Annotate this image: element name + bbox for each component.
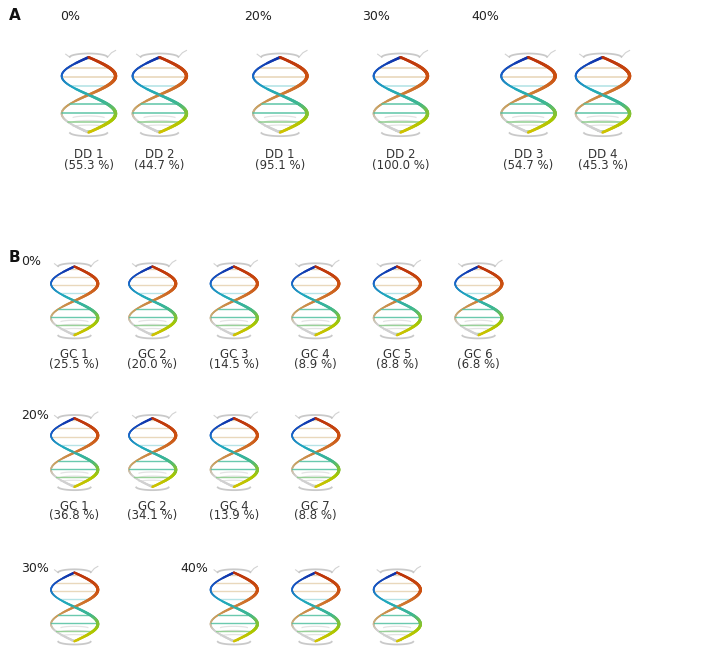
Text: 20%: 20% bbox=[245, 10, 272, 23]
Text: (34.1 %): (34.1 %) bbox=[128, 509, 177, 523]
Text: A: A bbox=[9, 8, 21, 23]
Text: 40%: 40% bbox=[471, 10, 499, 23]
Text: (95.1 %): (95.1 %) bbox=[255, 159, 305, 172]
Text: GC 4: GC 4 bbox=[220, 500, 248, 513]
Text: GC 5: GC 5 bbox=[383, 348, 411, 361]
Text: (55.3 %): (55.3 %) bbox=[64, 159, 113, 172]
Text: 30%: 30% bbox=[21, 562, 49, 576]
Text: (44.7 %): (44.7 %) bbox=[134, 159, 185, 172]
Text: (25.5 %): (25.5 %) bbox=[50, 358, 99, 371]
Text: DD 3: DD 3 bbox=[513, 148, 543, 162]
Text: (8.8 %): (8.8 %) bbox=[294, 509, 337, 523]
Text: DD 1: DD 1 bbox=[74, 148, 104, 162]
Text: (20.0 %): (20.0 %) bbox=[128, 358, 177, 371]
Text: (6.8 %): (6.8 %) bbox=[457, 358, 500, 371]
Text: 0%: 0% bbox=[60, 10, 80, 23]
Text: GC 3: GC 3 bbox=[220, 348, 248, 361]
Text: GC 2: GC 2 bbox=[138, 500, 167, 513]
Text: (13.9 %): (13.9 %) bbox=[209, 509, 259, 523]
Text: 0%: 0% bbox=[21, 255, 41, 268]
Text: 20%: 20% bbox=[21, 409, 49, 422]
Text: DD 4: DD 4 bbox=[588, 148, 618, 162]
Text: GC 6: GC 6 bbox=[464, 348, 493, 361]
Text: (36.8 %): (36.8 %) bbox=[50, 509, 99, 523]
Text: GC 2: GC 2 bbox=[138, 348, 167, 361]
Text: B: B bbox=[9, 250, 20, 265]
Text: GC 1: GC 1 bbox=[60, 348, 89, 361]
Text: 30%: 30% bbox=[362, 10, 389, 23]
Text: DD 2: DD 2 bbox=[386, 148, 415, 162]
Text: 40%: 40% bbox=[181, 562, 208, 576]
Text: (8.9 %): (8.9 %) bbox=[294, 358, 337, 371]
Text: (45.3 %): (45.3 %) bbox=[578, 159, 627, 172]
Text: (54.7 %): (54.7 %) bbox=[503, 159, 553, 172]
Text: GC 4: GC 4 bbox=[301, 348, 330, 361]
Text: DD 1: DD 1 bbox=[265, 148, 295, 162]
Text: (14.5 %): (14.5 %) bbox=[209, 358, 259, 371]
Text: (100.0 %): (100.0 %) bbox=[372, 159, 430, 172]
Text: (8.8 %): (8.8 %) bbox=[376, 358, 418, 371]
Text: GC 1: GC 1 bbox=[60, 500, 89, 513]
Text: DD 2: DD 2 bbox=[145, 148, 174, 162]
Text: GC 7: GC 7 bbox=[301, 500, 330, 513]
